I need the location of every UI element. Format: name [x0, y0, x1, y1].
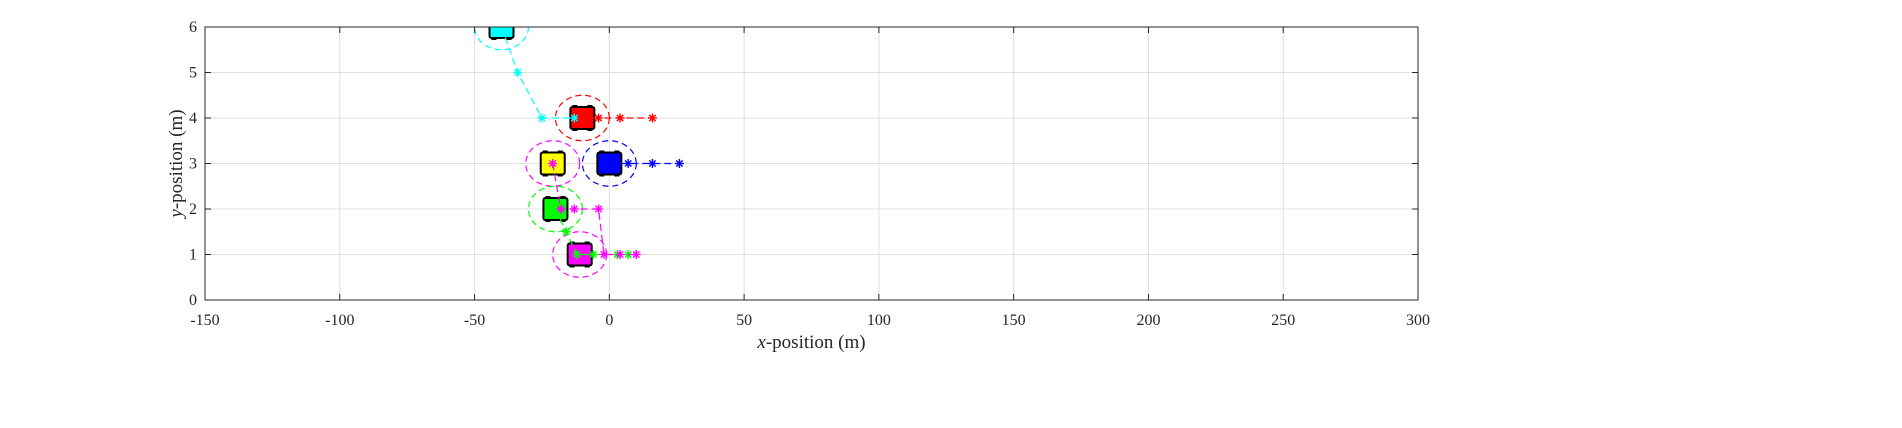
x-tick-label: -150 [190, 312, 219, 329]
vehicle-wheel [599, 173, 605, 177]
trajectory-point [556, 204, 566, 214]
trajectory-point [615, 250, 625, 259]
x-tick-label: 300 [1406, 312, 1430, 329]
trajectory-point [537, 113, 547, 123]
vehicle-wheel [572, 128, 578, 131]
vehicle-wheel [507, 14, 512, 17]
x-tick-label: 200 [1136, 312, 1160, 329]
trajectory-point [615, 113, 625, 123]
trajectory-line [500, 27, 575, 119]
x-tick-label: 50 [736, 312, 752, 329]
vehicle-wheel [587, 128, 593, 131]
y-tick-label: 3 [189, 156, 197, 173]
x-tick-label: 0 [605, 312, 613, 329]
trajectory-point [631, 250, 641, 259]
vehicle-wheel [614, 173, 620, 177]
trajectory-point [647, 159, 657, 168]
trajectory-point [588, 250, 598, 259]
vehicle-body [488, 27, 515, 39]
x-tick-label: 150 [1002, 312, 1026, 329]
trajectory-point [561, 227, 571, 237]
vehicle-wheel [560, 219, 566, 222]
trajectory [548, 159, 641, 259]
trajectory-point [569, 113, 579, 123]
y-axis-label: y-position (m) [166, 109, 187, 219]
axis-ticks: -150 -100 -50 0 50 100 150 200 250 300 0 1 2 3 4 5 6 [189, 19, 1430, 329]
trajectory-point [674, 159, 684, 168]
trajectory [577, 113, 657, 123]
trajectory-point [594, 113, 604, 123]
vehicle-wheel [614, 150, 620, 154]
x-tick-label: 250 [1271, 312, 1295, 329]
trajectory [497, 27, 579, 123]
vehicle-wheel [542, 173, 548, 177]
trajectory-point [497, 27, 507, 32]
vehicle-wheel [557, 150, 563, 154]
safety-circle [525, 140, 581, 187]
y-tick-label: 6 [189, 19, 197, 36]
trajectory-point [513, 68, 523, 77]
vehicle-wheel [557, 173, 563, 177]
y-tick-label: 2 [189, 201, 197, 218]
vehicle-marks [473, 14, 684, 278]
trajectory-point [569, 204, 579, 214]
vehicle-wheel [587, 105, 593, 108]
vehicle-wheel [599, 150, 605, 154]
y-tick-label: 1 [189, 247, 197, 264]
vehicle-wheel [572, 105, 578, 108]
x-tick-label: 100 [867, 312, 891, 329]
grid-lines [204, 26, 1419, 301]
trajectory-point [577, 113, 587, 123]
vehicle-wheel [545, 219, 551, 222]
vehicle-wheel [506, 37, 512, 40]
vehicle-wheel [569, 264, 575, 268]
trajectory-point [572, 250, 582, 259]
x-tick-label: -100 [325, 312, 354, 329]
vehicle-wheel [584, 264, 590, 268]
vehicle-wheel [491, 37, 497, 40]
trajectory-point [604, 159, 614, 168]
trajectory-point [647, 113, 657, 123]
trajectory-point [599, 250, 609, 259]
trajectory-point [594, 204, 604, 214]
vehicle-wheel [560, 196, 566, 199]
trajectory [604, 159, 684, 168]
vehicle-wheel [492, 14, 497, 17]
vehicle-wheel [542, 150, 548, 154]
vehicle-wheel [584, 241, 590, 245]
y-tick-label: 4 [189, 110, 197, 127]
y-tick-label: 0 [189, 292, 197, 309]
vehicle-wheel [545, 196, 551, 199]
trajectory-point [548, 159, 558, 168]
trajectory-point [623, 159, 633, 168]
x-tick-label: -50 [464, 312, 485, 329]
y-tick-label: 5 [189, 65, 197, 82]
x-axis-label: x-position (m) [756, 332, 865, 353]
vehicle [473, 14, 530, 51]
